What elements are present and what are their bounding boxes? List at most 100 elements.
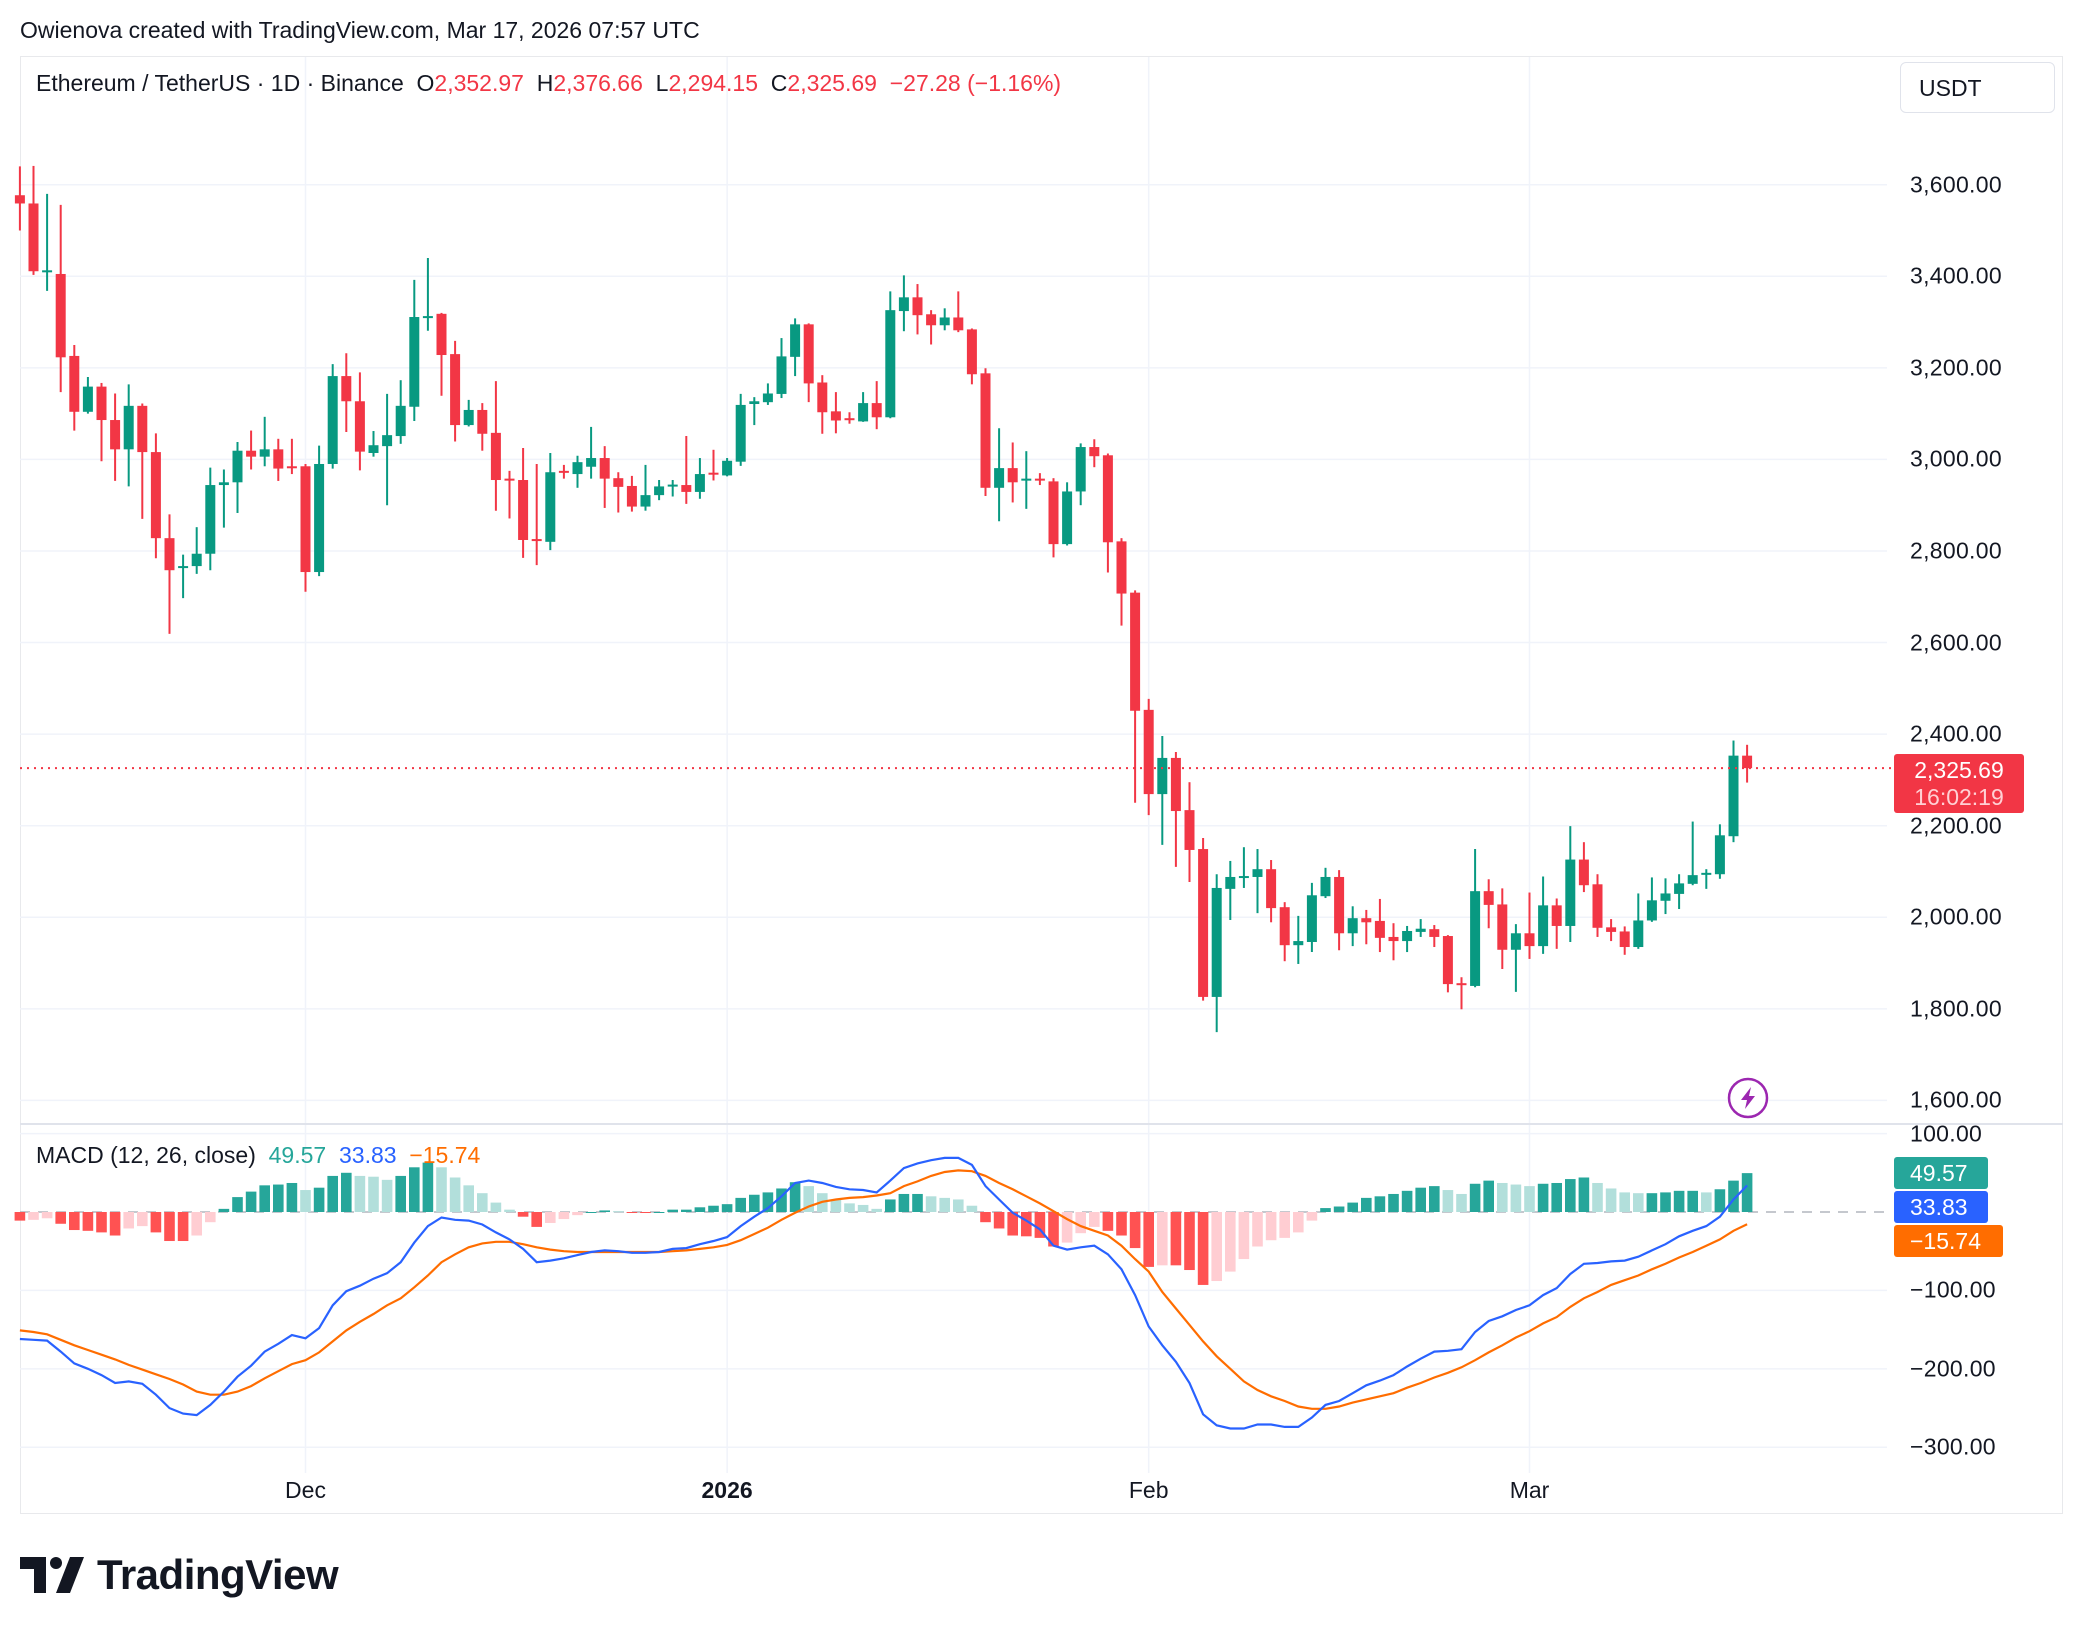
candle-body — [1007, 468, 1018, 483]
candle-body — [545, 472, 556, 542]
candle-body — [205, 485, 216, 554]
candle-body — [1742, 755, 1753, 769]
price-tick-label: 2,600.00 — [1910, 629, 2002, 656]
chart-frame — [20, 56, 2063, 1514]
candle — [1021, 451, 1032, 509]
candle-body — [762, 393, 773, 403]
histogram-bar — [1429, 1186, 1440, 1212]
histogram-bar — [1401, 1190, 1413, 1212]
candle-body — [966, 329, 977, 375]
candle — [164, 514, 175, 634]
histogram-bar — [1320, 1208, 1331, 1212]
bar-countdown: 16:02:19 — [1914, 784, 2004, 810]
signal-tag: −15.74 — [1894, 1225, 2003, 1257]
candle — [1007, 442, 1018, 503]
histogram-bar — [1197, 1212, 1209, 1285]
tradingview-logo[interactable] — [20, 1553, 92, 1597]
histogram-bar — [1415, 1187, 1426, 1212]
candle-body — [1674, 883, 1685, 894]
candle-body — [1130, 592, 1141, 711]
candle — [137, 403, 148, 519]
histogram-bar — [327, 1175, 338, 1212]
time-tick-label: Dec — [285, 1477, 326, 1503]
candle — [681, 436, 692, 504]
histogram-bar — [1510, 1184, 1522, 1212]
candle — [218, 469, 229, 528]
candle — [300, 463, 311, 592]
macd-title[interactable]: MACD (12, 26, close) — [36, 1142, 256, 1168]
histogram-bar — [1442, 1190, 1454, 1212]
candle — [382, 393, 393, 506]
histogram-bar — [422, 1162, 434, 1212]
candle — [885, 291, 896, 419]
close-value: 2,325.69 — [787, 70, 877, 96]
candle-body — [1701, 872, 1712, 875]
histogram-bar — [1116, 1212, 1127, 1236]
candle-body — [1266, 869, 1277, 909]
candle-body — [1170, 757, 1181, 812]
candle — [110, 393, 121, 481]
candle — [939, 308, 950, 331]
histogram-bar — [653, 1212, 665, 1213]
histogram-bar — [164, 1212, 175, 1242]
lightning-icon[interactable] — [1727, 1077, 1769, 1119]
candle — [817, 375, 828, 434]
candles — [14, 165, 1753, 1033]
low-label: L — [655, 70, 669, 96]
histogram-bar — [245, 1191, 257, 1212]
candle — [436, 312, 447, 396]
candle-body — [844, 418, 855, 421]
candle-body — [69, 355, 80, 412]
histogram-bar — [69, 1212, 80, 1231]
candle — [1592, 874, 1603, 937]
candle — [1578, 842, 1589, 893]
candle-body — [1157, 757, 1168, 795]
histogram-bar — [925, 1196, 937, 1212]
candle — [654, 480, 665, 501]
candle — [572, 455, 583, 488]
candle-body — [1048, 481, 1059, 545]
candle-body — [137, 405, 148, 453]
histogram-bar — [885, 1199, 896, 1212]
candle-body — [436, 313, 447, 356]
candle-body — [939, 317, 950, 326]
candle — [1633, 893, 1644, 949]
histogram-bar — [1184, 1212, 1195, 1271]
candle-body — [28, 203, 39, 272]
histogram-bar — [1265, 1212, 1277, 1241]
histogram-bar — [1361, 1197, 1372, 1212]
symbol-name[interactable]: Ethereum / TetherUS · 1D · Binance — [36, 70, 404, 96]
candle-body — [1687, 875, 1698, 884]
histogram-bar — [1252, 1212, 1263, 1247]
candle-body — [531, 539, 542, 542]
candle — [1714, 824, 1725, 879]
candle-body — [178, 566, 189, 569]
signal-value: −15.74 — [409, 1142, 481, 1168]
candle-body — [1075, 447, 1086, 492]
currency-button[interactable]: USDT — [1900, 62, 2055, 113]
histogram-bar — [667, 1209, 678, 1212]
histogram-bar — [721, 1204, 733, 1212]
candle-body — [395, 405, 406, 437]
histogram-bar — [205, 1212, 216, 1223]
histogram-bar — [830, 1199, 842, 1212]
candle-body — [1510, 933, 1521, 950]
candle — [776, 338, 787, 399]
candle-body — [1347, 918, 1358, 934]
price-tick-label: 2,800.00 — [1910, 537, 2002, 564]
candle-body — [1633, 920, 1644, 948]
candle-body — [830, 411, 841, 421]
candle-body — [1184, 810, 1195, 850]
histogram-bar — [1728, 1180, 1739, 1212]
chart-credit: Owienova created with TradingView.com, M… — [20, 17, 700, 43]
candle-body — [450, 354, 461, 426]
candle — [1687, 821, 1698, 886]
price-tick-label: 2,400.00 — [1910, 720, 2002, 747]
candle-body — [626, 485, 637, 507]
histogram-bar — [1388, 1193, 1399, 1212]
histogram-bar — [55, 1212, 66, 1224]
change-value: −27.28 (−1.16%) — [889, 70, 1062, 96]
candle-body — [1306, 895, 1317, 942]
histogram-bar — [1225, 1212, 1236, 1272]
